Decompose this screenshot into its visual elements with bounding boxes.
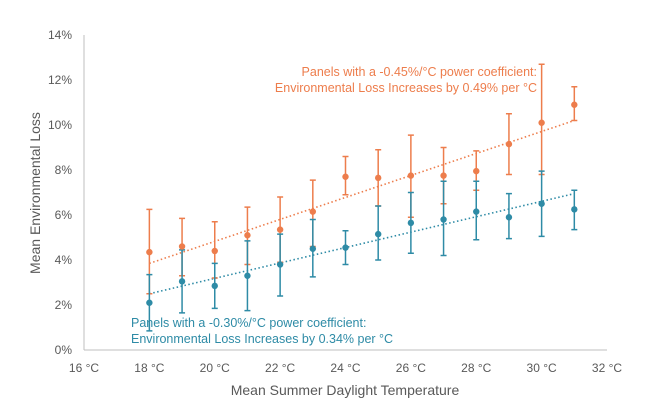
teal-data-point	[407, 219, 415, 227]
y-axis-title: Mean Environmental Loss	[27, 112, 43, 274]
data-points	[146, 101, 578, 306]
x-tick-label: 16 °C	[69, 361, 99, 375]
teal-data-point	[571, 206, 578, 213]
teal-data-point	[505, 214, 513, 221]
x-tick-label: 30 °C	[527, 361, 557, 375]
y-tick-label: 8%	[55, 163, 73, 177]
error-bars	[146, 63, 578, 332]
orange-data-point	[505, 140, 513, 148]
y-tick-label: 10%	[48, 118, 72, 132]
orange-data-point	[374, 174, 382, 182]
orange-annotation-line-1: Panels with a -0.45%/°C power coefficien…	[302, 65, 537, 79]
teal-data-point	[244, 272, 251, 279]
orange-data-point	[473, 167, 480, 175]
orange-trend-line	[149, 119, 575, 265]
teal-data-point	[178, 278, 186, 285]
y-tick-label: 2%	[55, 298, 73, 312]
teal-data-point	[374, 230, 382, 238]
x-axis-title: Mean Summer Daylight Temperature	[231, 382, 460, 398]
x-tick-label: 26 °C	[396, 361, 426, 375]
orange-data-point	[538, 119, 545, 126]
x-tick-label: 20 °C	[200, 361, 230, 375]
y-tick-label: 0%	[55, 343, 73, 357]
orange-data-point	[244, 232, 251, 239]
teal-data-point	[538, 200, 545, 207]
axes	[83, 35, 607, 351]
teal-data-point	[309, 245, 317, 252]
orange-data-point	[440, 172, 447, 179]
orange-data-point	[342, 173, 349, 180]
x-tick-label: 24 °C	[330, 361, 360, 375]
y-tick-label: 4%	[55, 253, 73, 267]
y-tick-label: 14%	[48, 28, 72, 42]
teal-data-point	[211, 282, 218, 290]
teal-data-point	[146, 299, 153, 306]
orange-data-point	[178, 243, 186, 250]
x-tick-label: 32 °C	[592, 361, 622, 375]
teal-annotation-line-1: Panels with a -0.30%/°C power coefficien…	[131, 316, 366, 330]
orange-data-point	[571, 101, 578, 108]
teal-annotation-line-2: Environmental Loss Increases by 0.34% pe…	[131, 332, 393, 346]
y-tick-label: 6%	[55, 208, 73, 222]
teal-data-point	[473, 208, 480, 215]
orange-annotation-line-2: Environmental Loss Increases by 0.49% pe…	[275, 81, 537, 95]
trend-lines	[149, 119, 575, 295]
y-tick-label: 12%	[48, 73, 72, 87]
teal-data-point	[276, 261, 284, 268]
labels: 0% 2% 4% 6% 8% 10% 12% 14% 16 °C 18 °C 20 °C 22 °C 2…	[48, 28, 622, 375]
x-tick-label: 22 °C	[265, 361, 295, 375]
orange-data-point	[309, 208, 317, 215]
teal-data-point	[342, 244, 349, 251]
teal-trend-line	[149, 192, 575, 295]
x-tick-label: 28 °C	[461, 361, 491, 375]
x-tick-label: 18 °C	[134, 361, 164, 375]
teal-data-point	[440, 216, 447, 223]
orange-data-point	[146, 248, 153, 256]
orange-data-point	[407, 172, 415, 179]
orange-data-point	[211, 247, 218, 255]
orange-data-point	[276, 226, 284, 233]
